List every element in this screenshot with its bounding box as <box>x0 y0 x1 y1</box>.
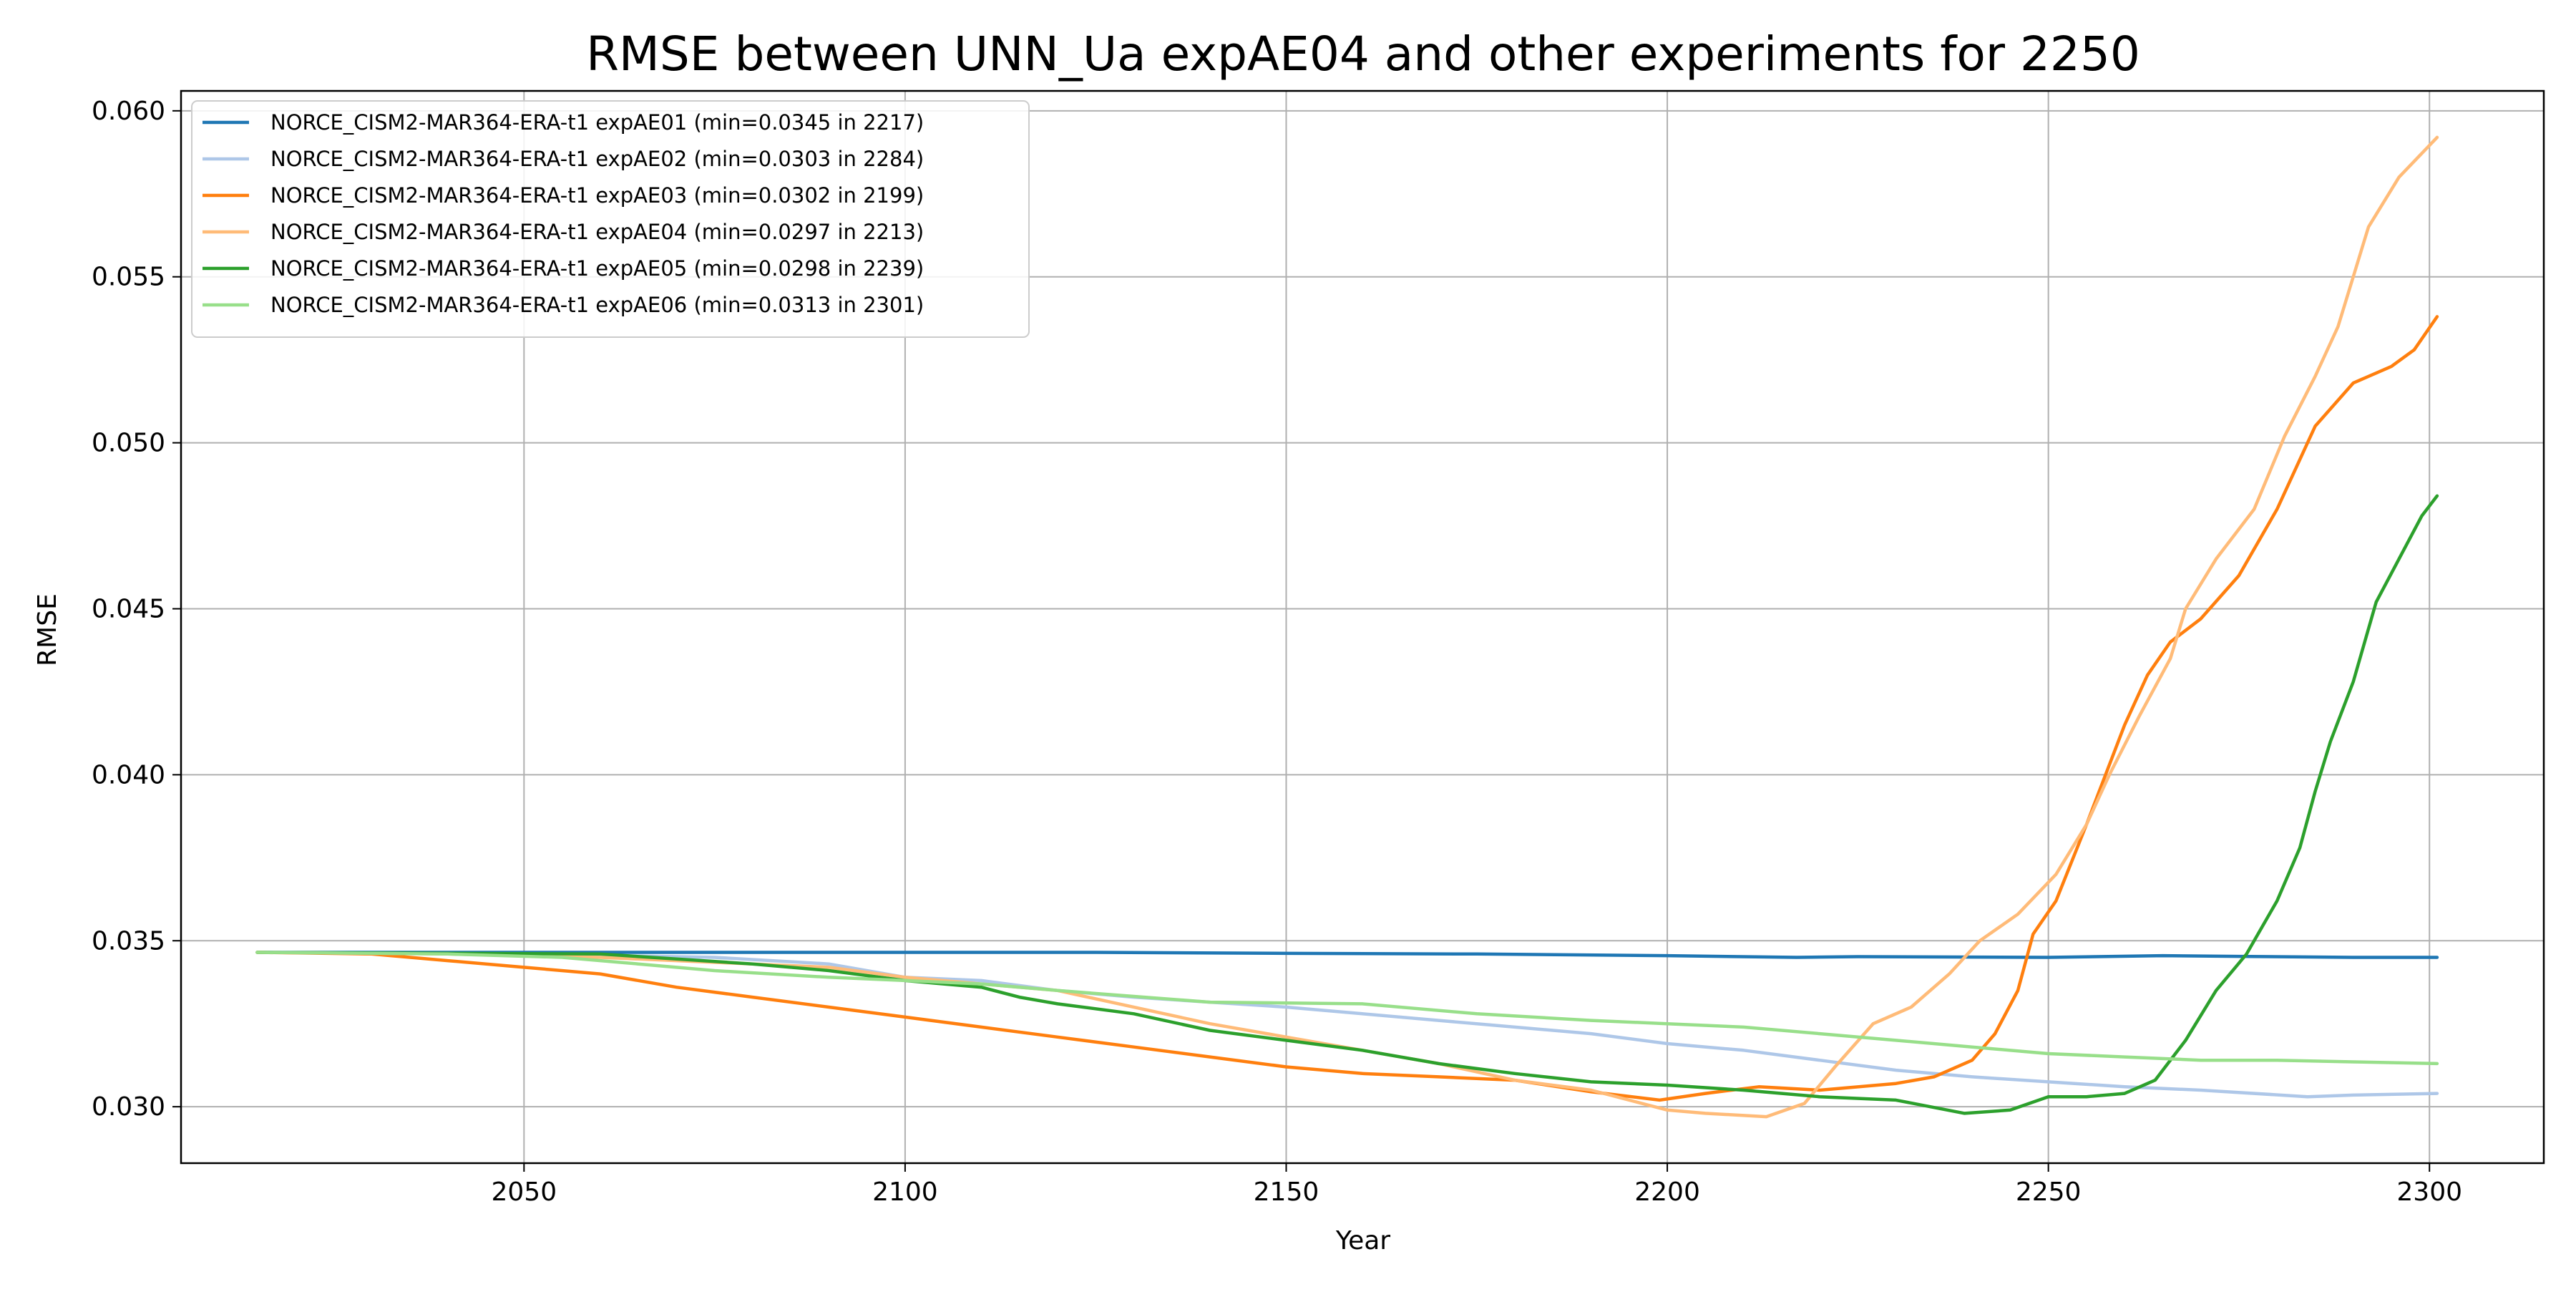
y-tick-label: 0.055 <box>92 263 165 292</box>
x-tick-label: 2100 <box>872 1177 938 1207</box>
legend-box <box>191 100 1030 338</box>
y-tick-label: 0.035 <box>92 926 165 956</box>
x-tick-label: 2200 <box>1634 1177 1700 1207</box>
legend-entry-label: NORCE_CISM2-MAR364-ERA-t1 expAE05 (min=0… <box>270 256 924 281</box>
legend-entry-label: NORCE_CISM2-MAR364-ERA-t1 expAE01 (min=0… <box>270 110 924 135</box>
legend-entry-label: NORCE_CISM2-MAR364-ERA-t1 expAE03 (min=0… <box>270 183 924 208</box>
y-tick-label: 0.040 <box>92 760 165 790</box>
y-axis-label: RMSE <box>33 593 62 666</box>
legend: NORCE_CISM2-MAR364-ERA-t1 expAE01 (min=0… <box>191 100 1030 338</box>
legend-entry-label: NORCE_CISM2-MAR364-ERA-t1 expAE06 (min=0… <box>270 293 924 317</box>
series-line-5 <box>255 494 2439 1115</box>
legend-entry-label: NORCE_CISM2-MAR364-ERA-t1 expAE04 (min=0… <box>270 220 924 244</box>
series-line-3 <box>255 315 2439 1102</box>
legend-entry-label: NORCE_CISM2-MAR364-ERA-t1 expAE02 (min=0… <box>270 147 924 171</box>
x-tick-label: 2050 <box>492 1177 557 1207</box>
y-tick-label: 0.060 <box>92 97 165 126</box>
y-tick-label: 0.050 <box>92 429 165 458</box>
plot-area-frame <box>180 89 2545 1165</box>
x-tick-label: 2300 <box>2396 1177 2462 1207</box>
y-tick-label: 0.045 <box>92 594 165 623</box>
x-tick-label: 2150 <box>1254 1177 1319 1207</box>
series-line-1 <box>255 951 2439 959</box>
y-tick-label: 0.030 <box>92 1092 165 1122</box>
series-lines <box>255 135 2439 1119</box>
x-tick-label: 2250 <box>2016 1177 2082 1207</box>
chart-title: RMSE between UNN_Ua expAE04 and other ex… <box>586 26 2140 82</box>
series-line-6 <box>255 951 2439 1066</box>
axis-ticks: 2050 2100 2150 2200 2250 2300 0.030 0.035 0.040 0… <box>92 97 2462 1207</box>
x-axis-label: Year <box>1335 1226 1390 1255</box>
